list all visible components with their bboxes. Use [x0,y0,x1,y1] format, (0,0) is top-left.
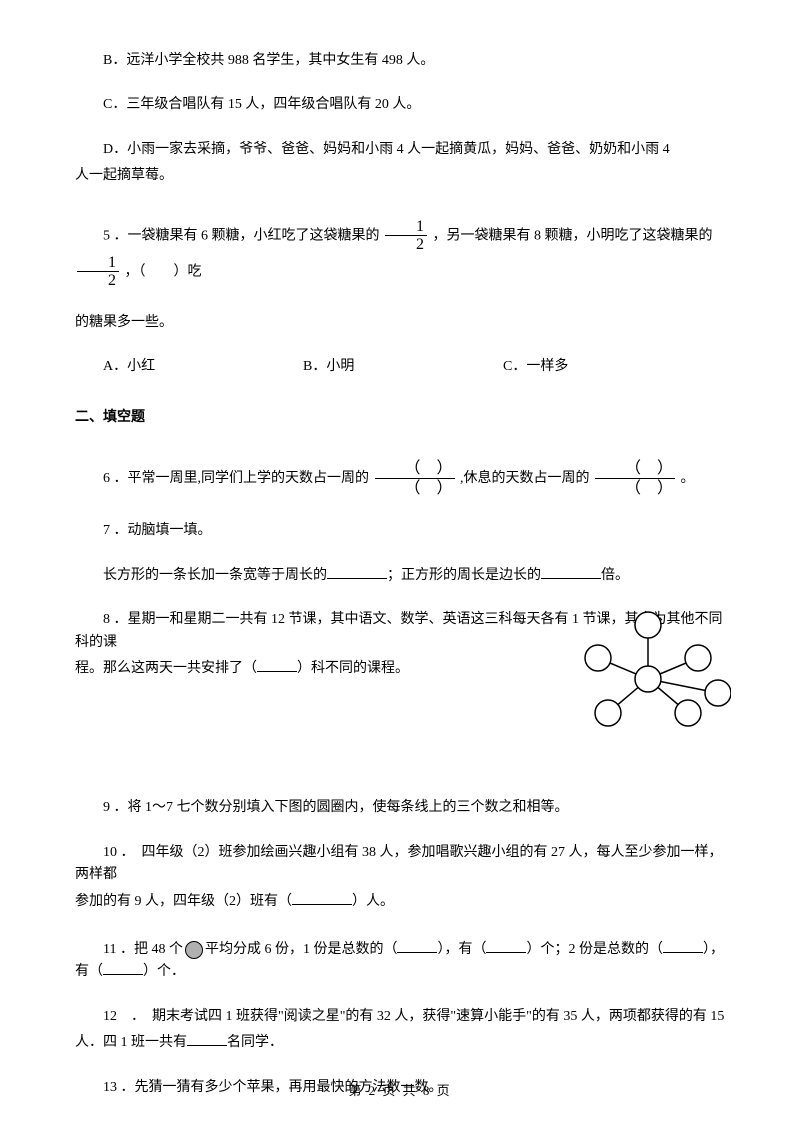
option-d-line1: D．小雨一家去采摘，爷爷、爸爸、妈妈和小雨 4 人一起摘黄瓜，妈妈、爸爸、奶奶和… [75,139,725,161]
q11-text-b: 平均分成 6 份，1 份是总数的（ [205,942,398,957]
q11-text-a: 11 ．把 48 个 [103,942,183,957]
fraction-1: 1 2 [385,218,427,254]
question-10-line1: 10 ． 四年级（2）班参加绘画兴趣小组有 38 人，参加唱歌兴趣小组的有 27… [75,842,725,887]
option-d-line2: 人一起摘草莓。 [75,165,725,187]
blank [486,939,526,953]
q10-text-c: ）人。 [352,894,394,909]
question-7-text: 长方形的一条长加一条宽等于周长的 ；正方形的周长是边长的 倍。 [75,565,725,587]
q5-text-a: 5 ．一袋糖果有 6 颗糖，小红吃了这袋糖果的 [103,228,380,243]
q11-text-f: ）个． [143,964,185,979]
question-9: 9 ．将 1～7 七个数分别填入下图的圆圈内，使每条线上的三个数之和相等。 [75,797,725,819]
blank [257,658,297,672]
q12-text-b: 人．四 1 班一共有 [75,1035,187,1050]
fraction-blank-2: （ ） （ ） [595,459,675,498]
fraction-2: 1 2 [77,254,119,290]
q7-text-b: ；正方形的周长是边长的 [387,568,541,583]
question-5: 5 ．一袋糖果有 6 颗糖，小红吃了这袋糖果的 1 2 ，另一袋糖果有 8 颗糖… [75,218,725,290]
q5-choices: A．小红 B．小明 C．一样多 [75,356,725,378]
blank [541,565,601,579]
q10-text-b: 参加的有 9 人，四年级（2）班有（ [75,894,292,909]
question-12-line1: 12 ． 期末考试四 1 班获得"阅读之星"的有 32 人，获得"速算小能手"的… [75,1006,725,1028]
q12-text-c: 名同学． [227,1035,283,1050]
blank [397,939,437,953]
blank [663,939,703,953]
q11-text-d: ）个；2 份是总数的（ [526,942,663,957]
q8-text-b: 程。那么这两天一共安排了（ [75,661,257,676]
choice-c: C．一样多 [503,356,703,378]
question-12-line2: 人．四 1 班一共有 名同学． [75,1032,725,1054]
blank [187,1032,227,1046]
circle-diagram [566,607,731,742]
option-b: B．远洋小学全校共 988 名学生，其中女生有 498 人。 [75,50,725,72]
grey-circle-icon [185,941,203,959]
blank [327,565,387,579]
question-6: 6 ．平常一周里,同学们上学的天数占一周的 （ ） （ ） ,休息的天数占一周的… [75,459,725,498]
option-c: C．三年级合唱队有 15 人，四年级合唱队有 20 人。 [75,94,725,116]
choice-a: A．小红 [103,356,303,378]
q5-text-d: 的糖果多一些。 [75,312,725,334]
q6-text-c: 。 [681,471,695,486]
q7-text-a: 长方形的一条长加一条宽等于周长的 [103,568,327,583]
section-2-title: 二、填空题 [75,407,725,429]
question-7: 7 ．动脑填一填。 [75,520,725,542]
q8-text-c: ）科不同的课程。 [297,661,409,676]
q6-text-a: 6 ．平常一周里,同学们上学的天数占一周的 [103,471,369,486]
question-10-line2: 参加的有 9 人，四年级（2）班有（ ）人。 [75,891,725,913]
q5-text-c: ，（ ）吃 [125,264,202,279]
blank [103,961,143,975]
q7-text-c: 倍。 [601,568,629,583]
question-11: 11 ．把 48 个 平均分成 6 份，1 份是总数的（ ），有（ ）个；2 份是总数… [75,939,725,984]
page-footer: 第 2 页 共 8 页 [0,1081,800,1102]
choice-b: B．小明 [303,356,503,378]
fraction-blank-1: （ ） （ ） [375,459,455,498]
blank [292,891,352,905]
q6-text-b: ,休息的天数占一周的 [460,471,590,486]
q5-text-b: ，另一袋糖果有 8 颗糖，小明吃了这袋糖果的 [433,228,713,243]
q11-text-c: ），有（ [437,942,486,957]
